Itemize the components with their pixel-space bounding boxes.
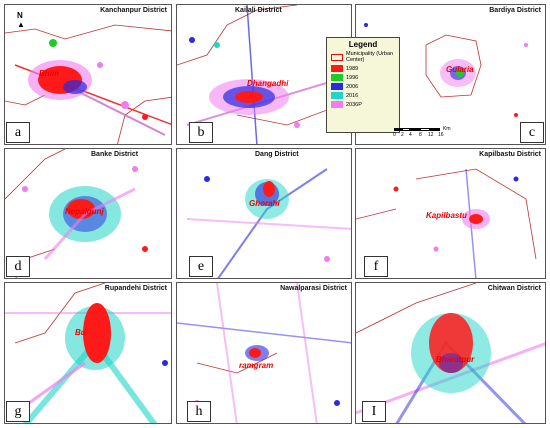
legend-item-2036p: 2036P: [331, 101, 395, 108]
panel-letter-h: h: [187, 401, 211, 422]
panel-letter-c: c: [520, 122, 544, 143]
map-panel-d: Banke District Nepalgunj d: [4, 148, 172, 279]
panel-letter-a: a: [6, 122, 30, 143]
map-panel-e: Dang District Ghorahi e: [176, 148, 352, 279]
panel-letter-d: d: [6, 256, 30, 277]
legend-label-2036p: 2036P: [346, 101, 362, 108]
legend-title: Legend: [348, 40, 378, 49]
panel-title-d: Banke District: [91, 151, 139, 158]
city-label-g: Bu: [75, 328, 86, 337]
map-c-layer: [364, 23, 528, 117]
panel-letter-b: b: [189, 122, 213, 143]
scale-label-8: 8: [419, 132, 422, 138]
scale-label-2: 2: [401, 132, 404, 138]
panel-title-h: Nawalparasi District: [280, 285, 347, 292]
city-label-h: ramgram: [239, 361, 274, 370]
map-legend: Legend Municipality (Urban Center) 1989 …: [326, 37, 400, 133]
map-b-layer: [177, 5, 351, 144]
legend-label-2016: 2016: [346, 92, 359, 99]
municipality-swatch: [331, 53, 343, 61]
legend-swatch-2036p: [331, 101, 343, 108]
legend-swatch-2006: [331, 83, 343, 90]
map-panel-g: Rupandehi District Bu g: [4, 282, 172, 424]
panel-title-c: Bardiya District: [489, 7, 541, 14]
legend-label-1989: 1989: [346, 65, 359, 72]
panel-title-f: Kapilbastu District: [479, 151, 541, 158]
north-label: N: [17, 11, 23, 20]
panel-letter-g: g: [6, 401, 30, 422]
city-label-d: Nepalgunj: [65, 207, 104, 216]
panel-title-e: Dang District: [255, 151, 299, 158]
legend-swatch-1989: [331, 65, 343, 72]
scale-label-16: 16: [438, 132, 444, 138]
map-d-layer: [5, 149, 148, 278]
panel-title-b: Kailali District: [235, 7, 282, 14]
scale-label-4: 4: [409, 132, 412, 138]
scale-unit: Km: [443, 126, 451, 132]
map-panel-a: N ▲ Kanchanpur District Bhim a: [4, 4, 172, 145]
map-h-layer: [177, 283, 351, 423]
city-label-e: Ghorahi: [249, 199, 280, 208]
panel-title-a: Kanchanpur District: [100, 7, 167, 14]
scale-label-12: 12: [428, 132, 434, 138]
city-label-f: Kapilbastu: [426, 211, 467, 220]
legend-item-municipality: Municipality (Urban Center): [331, 51, 395, 63]
map-a-layer: [5, 24, 171, 144]
legend-item-2016: 2016: [331, 92, 395, 99]
panel-title-i: Chitwan District: [487, 285, 541, 292]
map-g-layer: [5, 283, 171, 423]
city-label-i: Bharatpur: [436, 355, 475, 364]
legend-label-1996: 1996: [346, 74, 359, 81]
legend-swatch-2016: [331, 92, 343, 99]
legend-item-2006: 2006: [331, 83, 395, 90]
legend-swatch-1996: [331, 74, 343, 81]
city-label-b: Dhangadhi: [247, 79, 289, 88]
legend-item-1996: 1996: [331, 74, 395, 81]
panel-letter-i: I: [362, 401, 386, 422]
map-panel-i: Chitwan District Bharatpur I: [355, 282, 546, 424]
legend-label-municipality: Municipality (Urban Center): [346, 51, 394, 63]
scale-label-0: 0: [393, 132, 396, 138]
panel-letter-e: e: [189, 256, 213, 277]
legend-label-2006: 2006: [346, 83, 359, 90]
legend-item-1989: 1989: [331, 65, 395, 72]
north-arrow-icon: N ▲: [17, 11, 25, 29]
map-i-layer: [356, 283, 545, 423]
map-e-layer: [186, 168, 351, 278]
panel-title-g: Rupandehi District: [104, 285, 167, 292]
city-label-a: Bhim: [39, 69, 59, 78]
city-label-c: Gularia: [446, 65, 474, 74]
panel-letter-f: f: [364, 256, 388, 277]
map-panel-h: Nawalparasi District ramgram h: [176, 282, 352, 424]
map-panel-b: Kailali District Dhangadhi b: [176, 4, 352, 145]
map-f-layer: [356, 168, 537, 278]
map-panel-f: Kapilbastu District Kapilbastu f: [355, 148, 546, 279]
